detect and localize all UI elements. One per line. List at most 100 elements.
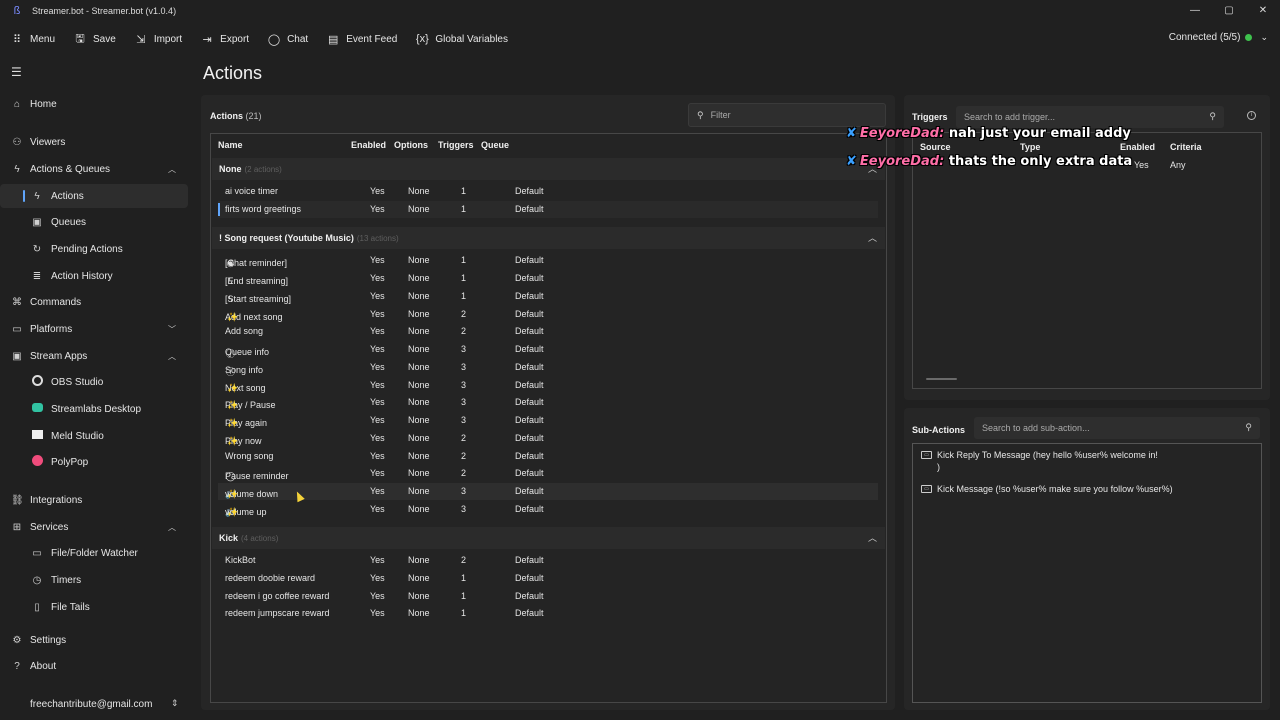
sidebar-item-commands[interactable]: ⌘ Commands <box>12 296 82 308</box>
table-row[interactable]: ◯ Pause reminder Yes None 2 Default <box>225 468 544 481</box>
chevron-down-icon: ⌄ <box>1260 32 1268 42</box>
chevron-updown-icon[interactable]: ⇕ <box>171 698 179 708</box>
export-button[interactable]: ⇥ Export <box>200 32 250 46</box>
column-header-enabled[interactable]: Enabled <box>1120 142 1156 152</box>
column-header-type[interactable]: Type <box>1020 142 1041 152</box>
table-row[interactable]: Add song Yes None 2 Default <box>225 326 544 336</box>
meld-icon <box>31 430 43 439</box>
table-row-selected[interactable]: firts word greetings Yes None 1 Default <box>218 201 878 218</box>
chevron-up-icon[interactable]: ︿ <box>867 233 877 243</box>
table-row[interactable]: Play / Pause ✨ Yes None 3 Default <box>225 397 544 410</box>
sidebar-item-file-tails[interactable]: ▯ File Tails <box>0 595 188 619</box>
global-variables-button[interactable]: {x} Global Variables <box>415 33 508 45</box>
sidebar-item-meld-studio[interactable]: Meld Studio <box>0 424 188 448</box>
sidebar-item-services[interactable]: ⊞ Services ︿ <box>12 521 176 533</box>
trigger-criteria-value[interactable]: Any <box>1170 160 1186 170</box>
table-row[interactable]: ⓘ Queue info Yes None 3 Default <box>225 344 544 359</box>
trigger-enabled-value[interactable]: Yes <box>1134 160 1149 170</box>
bolt-icon: ϟ <box>228 276 233 286</box>
chevron-up-icon[interactable]: ︿ <box>867 533 877 543</box>
sidebar-item-streamlabs-desktop[interactable]: Streamlabs Desktop <box>0 397 188 421</box>
group-name: ! Song request (Youtube Music) <box>219 233 354 243</box>
table-row[interactable]: ϟ [Start streaming] Yes None 1 Default <box>225 291 544 304</box>
group-header-song-request[interactable]: ! Song request (Youtube Music) (13 action… <box>212 227 885 249</box>
sidebar-item-actions-queues[interactable]: ϟ Actions & Queues ︿ <box>0 157 188 181</box>
column-header-criteria[interactable]: Criteria <box>1170 142 1202 152</box>
sidebar-item-platforms[interactable]: ▭ Platforms ﹀ <box>12 323 176 335</box>
group-count: (4 actions) <box>241 534 279 543</box>
subaction-search-input[interactable]: Search to add sub-action... ⚲ <box>974 417 1260 439</box>
sidebar-item-polypop[interactable]: PolyPop <box>0 450 188 474</box>
table-row[interactable]: ϟ [End streaming] Yes None 1 Default <box>225 273 544 286</box>
sidebar-item-queues[interactable]: ▣ Queues <box>32 216 87 228</box>
column-header-source[interactable]: Source <box>920 142 951 152</box>
horizontal-scrollbar[interactable] <box>926 378 957 380</box>
table-row[interactable]: redeem i go coffee reward Yes None 1 Def… <box>225 591 544 601</box>
title-bar: ß Streamer.bot - Streamer.bot (v1.0.4) —… <box>0 0 1280 22</box>
table-row[interactable]: Play now ✨ Yes None 2 Default <box>225 433 544 446</box>
group-count: (13 actions) <box>356 234 399 243</box>
sidebar-item-obs-studio[interactable]: OBS Studio <box>0 370 188 394</box>
table-row[interactable]: ⓘ Song info Yes None 3 Default <box>225 362 544 377</box>
sidebar-item-about[interactable]: ? About <box>0 654 188 678</box>
subaction-item[interactable]: ▭ Kick Message (!so %user% make sure you… <box>921 483 1173 495</box>
chat-button[interactable]: ◯ Chat <box>267 33 309 46</box>
user-account[interactable]: freechantribute@gmail.com <box>30 699 153 710</box>
sidebar-item-stream-apps[interactable]: ▣ Stream Apps ︿ <box>12 350 176 362</box>
export-icon: ⇥ <box>202 33 212 46</box>
table-row[interactable]: KickBot Yes None 2 Default <box>225 555 544 565</box>
sidebar-item-viewers[interactable]: ⚇ Viewers <box>12 136 66 148</box>
folder-icon: ▭ <box>32 547 42 559</box>
sparkle-icon: ✨ <box>227 383 239 393</box>
group-header-none[interactable]: None (2 actions) ︿ <box>212 158 885 180</box>
actions-table: Name Enabled Options Triggers Queue None… <box>210 133 887 703</box>
import-button[interactable]: ⇲ Import <box>134 32 182 46</box>
close-button[interactable]: ✕ <box>1258 5 1268 16</box>
minimize-button[interactable]: — <box>1190 5 1200 16</box>
sidebar-item-file-folder-watcher[interactable]: ▭ File/Folder Watcher <box>32 547 138 559</box>
subaction-item[interactable]: ▭ Kick Reply To Message (hey hello %user… <box>921 449 1158 473</box>
table-row[interactable]: Add next song ✨ Yes None 2 Default <box>225 309 544 322</box>
hamburger-icon[interactable]: ☰ <box>11 65 22 79</box>
menu-button[interactable]: ⠿ Menu <box>10 32 55 46</box>
column-header-enabled[interactable]: Enabled <box>351 140 387 150</box>
table-row[interactable]: 🔈 volume up ✨ Yes None 3 Default <box>225 504 544 517</box>
window-controls: — ▢ ✕ <box>1178 0 1280 22</box>
table-row-hovered[interactable]: 🔈 volume down ✨ Yes None 3 Default <box>218 483 878 500</box>
table-row[interactable]: redeem doobie reward Yes None 1 Default <box>225 573 544 583</box>
search-icon: ⚲ <box>697 109 704 120</box>
message-icon: ▭ <box>921 485 932 493</box>
sidebar-item-timers[interactable]: ◷ Timers <box>32 574 82 586</box>
table-row[interactable]: ai voice timer Yes None 1 Default <box>225 186 544 196</box>
table-row[interactable]: Play again ✨ Yes None 3 Default <box>225 415 544 428</box>
sidebar-item-actions[interactable]: ϟ Actions <box>0 184 188 208</box>
actions-panel: Actions (21) ⚲ Filter Name Enabled Optio… <box>201 95 895 710</box>
table-row[interactable]: Next song ✨ Yes None 3 Default <box>225 380 544 393</box>
sidebar: ☰ ⌂ Home ⚇ Viewers ϟ Actions & Queues ︿ ϟ Act… <box>0 58 190 720</box>
sidebar-item-action-history[interactable]: ≣ Action History <box>32 270 113 282</box>
pending-icon: ↻ <box>32 243 42 255</box>
column-header-queue[interactable]: Queue <box>481 140 510 150</box>
triggers-table: Source Type Enabled Criteria Yes Any <box>912 132 1262 389</box>
sparkle-icon: ✨ <box>227 489 239 499</box>
table-row[interactable]: ◉ [Chat reminder] Yes None 1 Default <box>225 255 544 268</box>
sidebar-item-integrations[interactable]: ⛓ Integrations <box>11 494 83 506</box>
save-button[interactable]: 🖫 Save <box>73 32 115 46</box>
maximize-button[interactable]: ▢ <box>1224 5 1234 16</box>
column-header-triggers[interactable]: Triggers <box>438 140 474 150</box>
column-header-options[interactable]: Options <box>394 140 428 150</box>
connection-status[interactable]: Connected (5/5) ⌄ <box>1168 32 1268 43</box>
filter-input[interactable]: ⚲ Filter <box>688 103 886 127</box>
sidebar-item-pending-actions[interactable]: ↻ Pending Actions <box>32 243 123 255</box>
trigger-search-input[interactable]: Search to add trigger... ⚲ <box>956 106 1224 128</box>
group-header-kick[interactable]: Kick (4 actions) ︿ <box>212 527 885 549</box>
table-row[interactable]: Wrong song Yes None 2 Default <box>225 451 544 461</box>
chevron-up-icon: ︿ <box>168 164 176 174</box>
table-row[interactable]: redeem jumpscare reward Yes None 1 Defau… <box>225 608 544 618</box>
sidebar-item-settings[interactable]: ⚙ Settings <box>12 634 67 646</box>
event-feed-button[interactable]: ▤ Event Feed <box>327 33 398 46</box>
chevron-up-icon[interactable]: ︿ <box>867 164 877 174</box>
info-icon[interactable]: i <box>1247 111 1256 120</box>
column-header-name[interactable]: Name <box>218 140 243 150</box>
sidebar-item-home[interactable]: ⌂ Home <box>0 92 188 116</box>
